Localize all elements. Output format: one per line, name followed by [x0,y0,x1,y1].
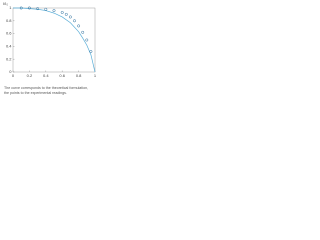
data-point [77,24,81,28]
x-tick-label: 0.4 [43,73,49,78]
y-tick-label: 0.4 [6,43,12,48]
data-point [60,11,64,14]
x-tick-label: 0.2 [27,73,33,78]
page: {"chart_data": {"type": "line", "ylabel"… [0,0,100,109]
data-point [89,50,93,53]
chart: I/I₀ The curve corresponds to the theore… [3,1,97,95]
data-point [85,38,89,42]
y-axis-label: I/I₀ [3,1,8,6]
y-tick-label: 0.8 [6,18,12,23]
x-tick-label: 1 [94,73,97,78]
y-tick-label: 0 [9,69,12,74]
y-tick-label: 1 [9,5,12,10]
data-point [36,7,40,11]
plot-frame [12,7,96,73]
caption-line: The curve corresponds to the theoretical… [4,86,88,90]
data-point [64,12,68,16]
data-point [81,30,85,34]
curve [13,7,96,73]
caption-line: the points to the experimental readings. [4,91,67,95]
data-point [68,15,72,19]
x-tick-label: 0.8 [76,73,82,78]
y-tick-label: 0.6 [6,31,12,36]
data-point [44,7,48,11]
data-point [27,6,31,10]
data-point [19,6,23,10]
data-point [52,9,56,13]
x-tick-label: 0.6 [59,73,65,78]
data-point [73,19,76,23]
y-tick-label: 0.2 [6,56,12,61]
x-tick-label: 0 [12,73,15,78]
